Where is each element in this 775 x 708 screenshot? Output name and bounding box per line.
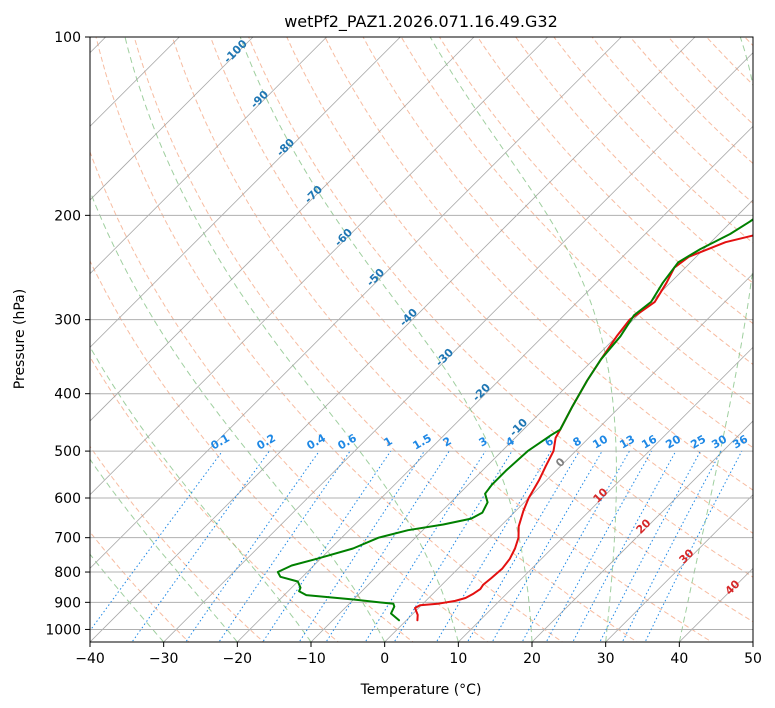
x-tick-label: 10: [449, 651, 467, 667]
dry-adiabat: [770, 24, 775, 645]
skewed-isotherm: [90, 37, 696, 642]
dry-adiabat: [438, 37, 753, 366]
dry-adiabat: [90, 150, 489, 642]
x-tick-label: 20: [523, 651, 541, 667]
skewed-isotherm: [458, 346, 753, 642]
x-tick-label: 0: [380, 651, 389, 667]
skewed-isotherm: [752, 641, 753, 642]
skewed-isotherm: [237, 125, 753, 642]
skewed-isotherm: [605, 494, 753, 642]
profile-series: [276, 218, 753, 622]
mixing-ratio-line: [185, 450, 320, 642]
moist-adiabat: [678, 37, 753, 642]
mixing-ratio-line: [90, 450, 223, 632]
skewed-isotherm: [90, 37, 254, 201]
skewed-isotherm: [163, 52, 753, 642]
moist-adiabat: [90, 189, 386, 642]
y-tick-label: 1000: [45, 622, 81, 638]
x-tick-label: 40: [670, 651, 688, 667]
series-dewpoint-line: [276, 218, 753, 622]
dry-adiabat: [324, 37, 753, 491]
mixing-ratio-line: [572, 450, 677, 642]
y-tick-label: 100: [54, 30, 81, 46]
y-tick-label: 400: [54, 387, 81, 403]
skewed-isotherm: [384, 273, 753, 642]
chart-title: wetPf2_PAZ1.2026.071.16.49.G32: [284, 12, 558, 32]
dry-adiabat: [248, 37, 753, 578]
y-tick-label: 300: [54, 313, 81, 329]
moist-adiabat: [90, 553, 165, 642]
skewed-isotherm: [90, 37, 622, 569]
moist-adiabat: [429, 37, 617, 642]
x-axis-label: Temperature (°C): [360, 682, 482, 698]
moist-adiabat: [124, 37, 459, 642]
mixing-ratio-line: [325, 450, 450, 642]
mixing-ratio-line: [621, 450, 722, 642]
mixing-ratio-line: [131, 450, 270, 642]
y-tick-label: 900: [54, 595, 81, 611]
mixing-ratio-line: [262, 450, 392, 642]
plot-frame: [89, 36, 754, 643]
skewed-isotherm: [531, 420, 753, 642]
y-tick-label: 500: [54, 444, 81, 460]
mixing-ratio-line: [466, 450, 580, 642]
moist-adiabat: [752, 640, 753, 642]
axes: −40 −30 −20 −10 0 10 20 30 40 50 100 200 300 400 500 60…: [45, 30, 762, 667]
x-tick-label: −30: [149, 651, 179, 667]
dry-adiabat: [362, 37, 753, 449]
x-tick-label: −20: [223, 651, 253, 667]
x-tick-label: 30: [597, 651, 615, 667]
moist-adiabat: [90, 458, 238, 642]
skewed-isotherm: [90, 37, 401, 348]
plot-background: [90, 37, 753, 642]
y-axis-label: Pressure (hPa): [12, 289, 28, 389]
mixing-ratio-line: [298, 450, 425, 642]
skewed-isotherm: [90, 37, 475, 422]
dry-adiabat: [286, 37, 753, 534]
skewed-isotherm: [90, 37, 327, 275]
x-tick-label: −40: [75, 651, 105, 667]
x-tick-label: 50: [744, 651, 762, 667]
mixing-ratio-line: [218, 450, 351, 642]
mixing-ratio-line: [599, 450, 701, 642]
moist-adiabat: [239, 37, 533, 642]
mixing-ratio-line: [393, 450, 513, 642]
x-tick-label: −10: [296, 651, 326, 667]
series-temperature-line: [414, 234, 753, 622]
y-tick-label: 800: [54, 565, 81, 581]
y-tick-label: 700: [54, 531, 81, 547]
dry-adiabat: [171, 37, 713, 642]
y-tick-label: 600: [54, 491, 81, 507]
y-tick-label: 200: [54, 208, 81, 224]
mixing-ratio-line: [364, 450, 486, 642]
skewed-isotherm: [90, 37, 548, 496]
background-lines: [90, 24, 775, 645]
